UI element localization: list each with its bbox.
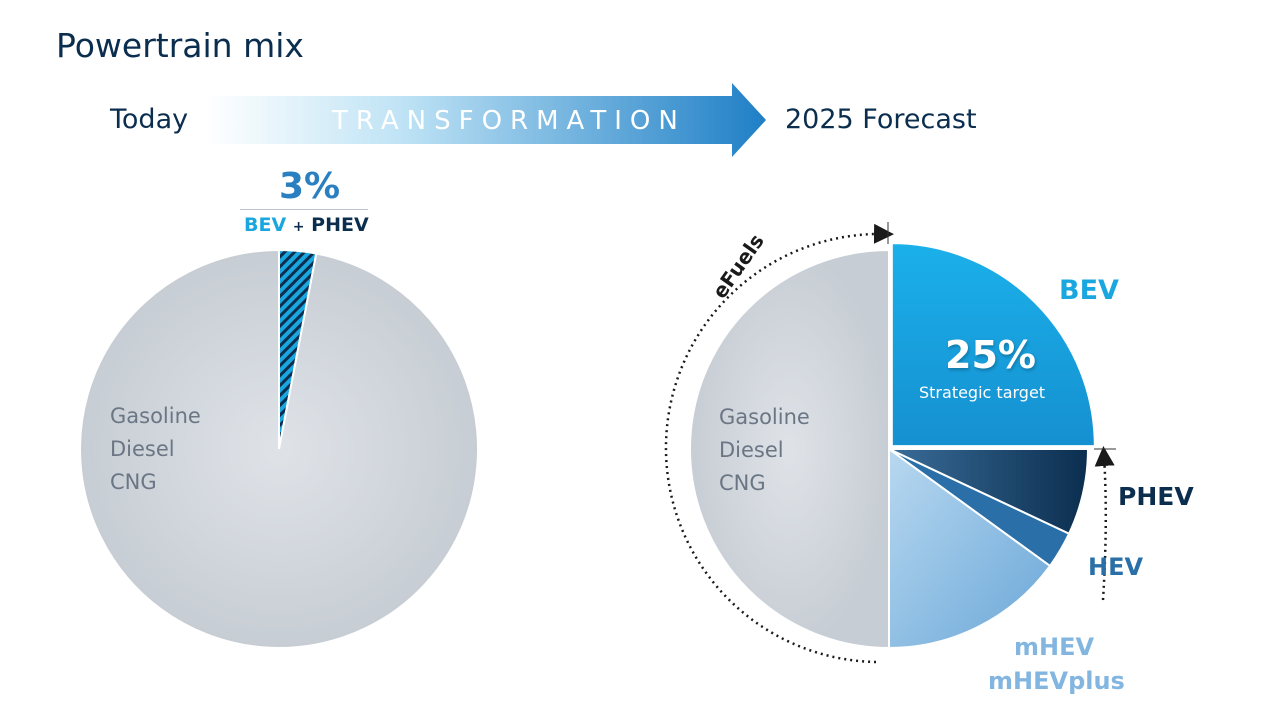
pie-slice-gasoline-diesel-cng <box>79 248 479 649</box>
forecast-ice-label: Gasoline Diesel CNG <box>719 401 810 500</box>
gasoline-label: Gasoline <box>719 405 810 429</box>
pie-slice-mhev-mhevplus <box>888 447 1052 650</box>
bev-slice-label: BEV <box>1059 275 1119 306</box>
callout-divider <box>240 209 368 210</box>
strategic-target-label: Strategic target <box>919 383 1046 402</box>
today-label: Today <box>110 104 189 135</box>
today-ice-label: Gasoline Diesel CNG <box>110 400 201 499</box>
efuels-label: eFuels <box>707 229 768 302</box>
diesel-label: Diesel <box>110 437 175 461</box>
phev-legend-label: PHEV <box>311 214 369 236</box>
forecast-label: 2025 Forecast <box>785 104 977 135</box>
transformation-label: TRANSFORMATION <box>332 106 686 136</box>
hev-slice-label: HEV <box>1088 553 1144 581</box>
plus-sign: + <box>292 219 305 235</box>
today-ev-legend: BEV + PHEV <box>244 214 369 236</box>
mhev-slice-label: mHEV <box>1014 633 1095 661</box>
pie-slice-bev <box>890 242 1096 448</box>
bev-target-percent: 25% <box>945 333 1036 377</box>
pie-slice-gasoline-diesel-cng <box>689 248 890 650</box>
today-ev-percent: 3% <box>279 166 341 207</box>
diesel-label: Diesel <box>719 438 784 462</box>
efuels-dotted-arc <box>664 223 894 664</box>
phev-slice-label: PHEV <box>1118 482 1194 511</box>
bev-legend-label: BEV <box>244 214 287 236</box>
cng-label: CNG <box>110 470 157 494</box>
gasoline-label: Gasoline <box>110 404 201 428</box>
today-pie <box>79 248 479 649</box>
page-title: Powertrain mix <box>56 26 304 65</box>
transformation-arrow <box>206 83 766 157</box>
mhevplus-slice-label: mHEVplus <box>988 667 1125 695</box>
forecast-pie <box>689 242 1096 650</box>
cng-label: CNG <box>719 471 766 495</box>
